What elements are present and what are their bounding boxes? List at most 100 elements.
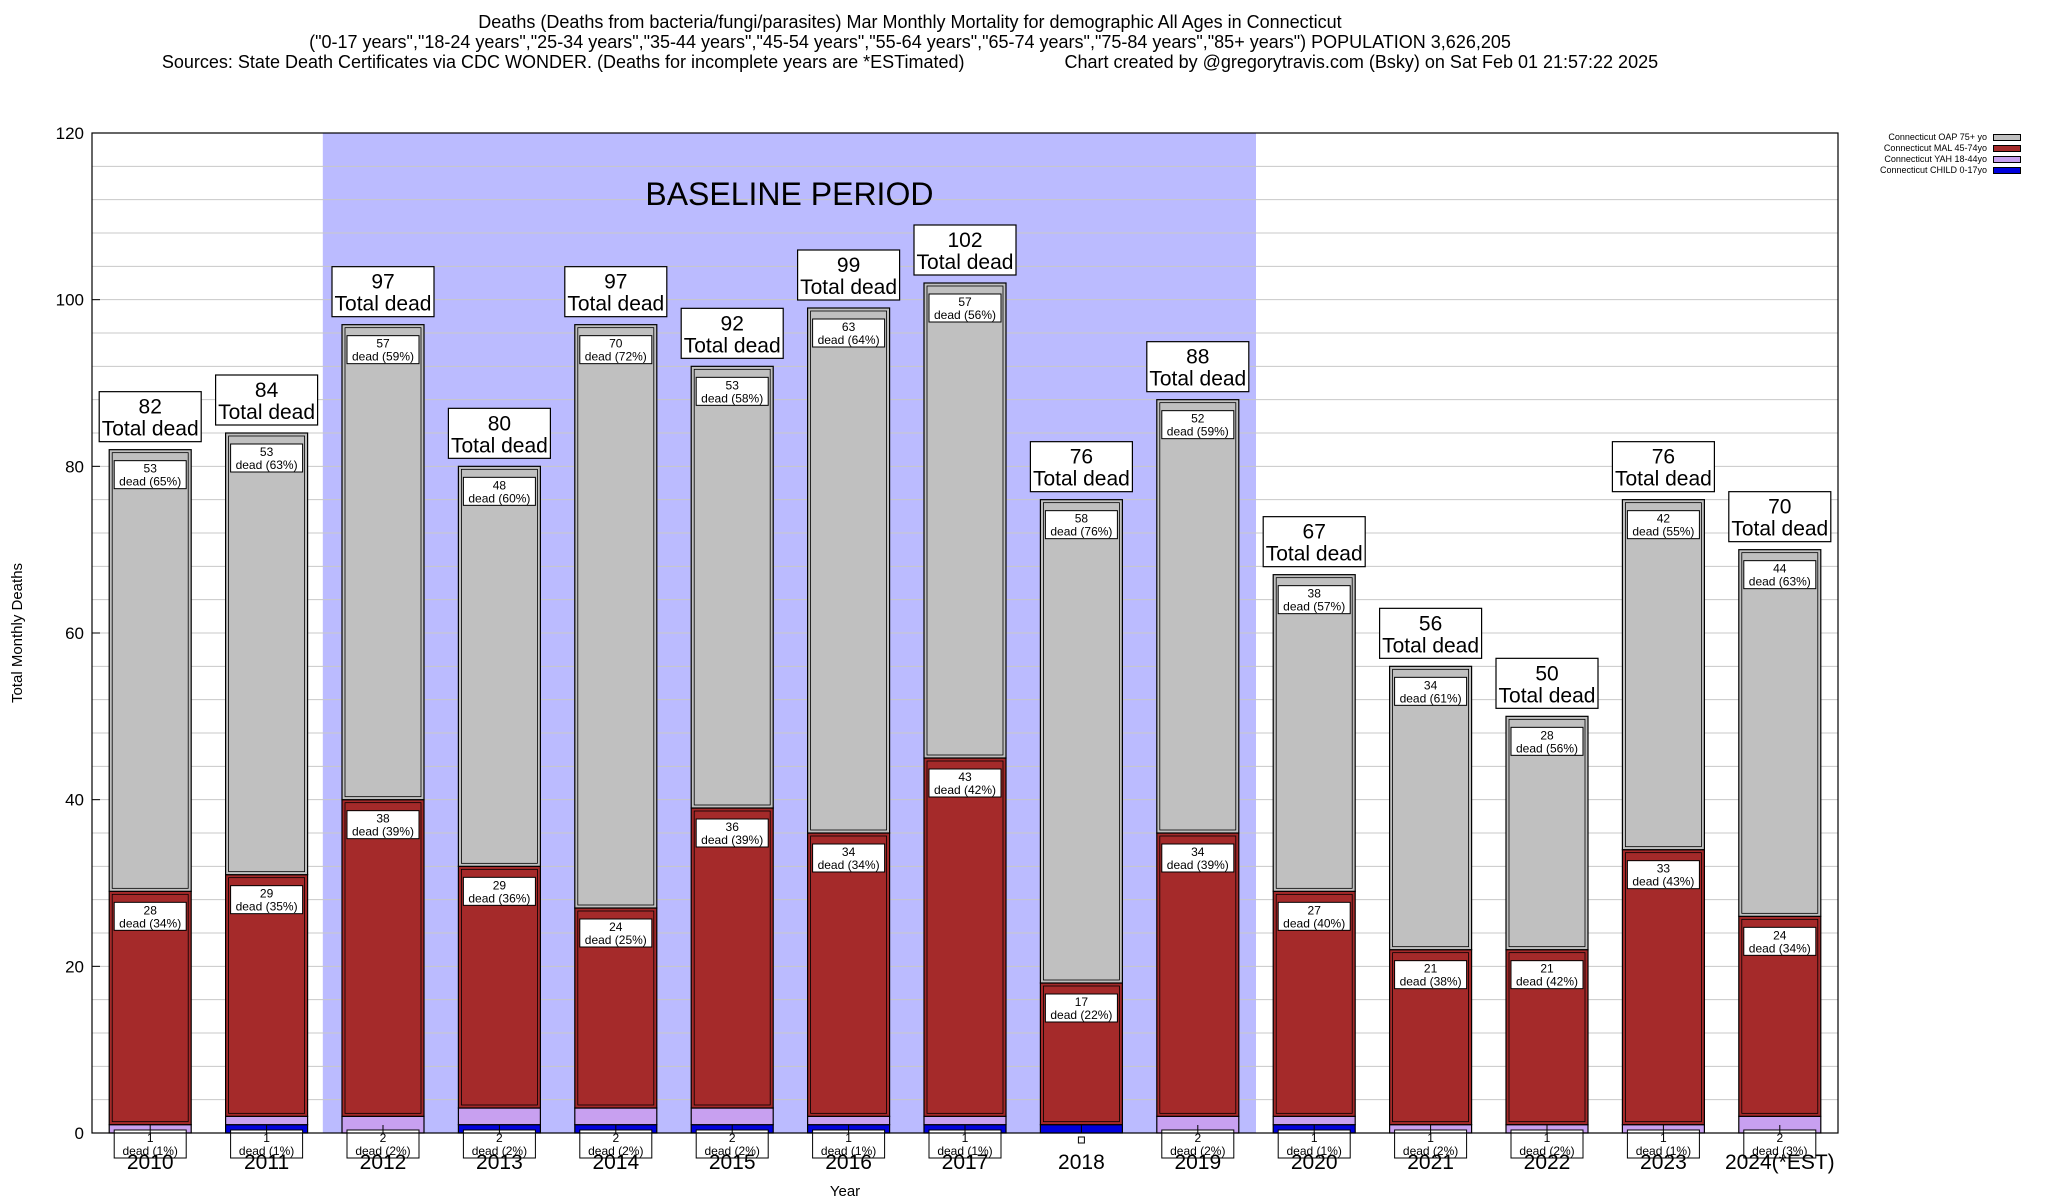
yah-label-count: 1 xyxy=(1660,1131,1667,1145)
bar-segment-inner-border xyxy=(1625,502,1702,848)
oap-label-box xyxy=(1161,410,1235,440)
yah-label-box xyxy=(462,1129,536,1159)
bar-segment-mal xyxy=(1621,849,1706,1126)
bar-segment-inner-border xyxy=(111,893,189,1123)
yah-label-box xyxy=(695,1129,769,1159)
yah-label-pct: dead (2%) xyxy=(705,1144,760,1158)
oap-label-box xyxy=(579,335,653,365)
mal-label-pct: dead (40%) xyxy=(1283,916,1345,930)
legend-item: Connecticut CHILD 0-17yo xyxy=(1880,165,2022,176)
bar-segment-inner-border xyxy=(344,327,422,798)
mal-label-box xyxy=(928,768,1002,798)
bar-segment-yah xyxy=(1272,1115,1356,1126)
oap-label-count: 53 xyxy=(260,445,274,459)
bar-segment-mal xyxy=(457,865,541,1109)
total-label-box xyxy=(1029,441,1134,493)
empty-label-marker xyxy=(1077,1136,1085,1144)
bar-segment-yah xyxy=(457,1107,541,1126)
bar-segment-oap xyxy=(1738,549,1822,917)
mal-label-count: 38 xyxy=(376,812,390,826)
oap-label-count: 52 xyxy=(1191,412,1205,426)
total-caption: Total dead xyxy=(1731,518,1828,541)
total-label-box xyxy=(1378,607,1483,659)
mal-label-box xyxy=(1044,993,1118,1023)
bar-segment-oap xyxy=(225,432,309,876)
oap-label-count: 53 xyxy=(144,462,158,476)
mal-label-box xyxy=(230,885,304,915)
bar-segment-inner-border xyxy=(1508,952,1586,1123)
mal-label-box xyxy=(1277,901,1351,931)
oap-label-pct: dead (60%) xyxy=(468,491,530,505)
oap-label-pct: dead (76%) xyxy=(1050,525,1112,539)
oap-label-box xyxy=(1510,726,1584,756)
y-tick-label: 0 xyxy=(75,1124,84,1143)
bar-segment-inner-border xyxy=(810,835,887,1114)
legend-swatch xyxy=(1993,145,2022,152)
bar-segment-inner-border xyxy=(1625,852,1702,1123)
yah-label-pct: dead (1%) xyxy=(239,1144,294,1158)
x-tick-label: 2021 xyxy=(1407,1151,1454,1174)
total-caption: Total dead xyxy=(451,434,548,457)
mal-label-box xyxy=(113,901,187,931)
bar-segment-oap xyxy=(690,365,774,809)
total-label-box xyxy=(331,266,435,318)
yah-label-pct: dead (2%) xyxy=(472,1144,527,1158)
bar-segment-mal xyxy=(806,832,891,1117)
bar-segment-oap xyxy=(1272,574,1356,892)
mal-label-box xyxy=(579,918,653,948)
yah-label-count: 2 xyxy=(380,1131,387,1145)
total-value: 102 xyxy=(947,229,982,252)
yah-label-count: 1 xyxy=(147,1131,154,1145)
mal-label-pct: dead (34%) xyxy=(1749,941,1811,955)
chart-title-block: Deaths (Deaths from bacteria/fungi/paras… xyxy=(0,12,1820,72)
mal-label-pct: dead (39%) xyxy=(1167,858,1229,872)
yah-label-count: 2 xyxy=(496,1131,503,1145)
oap-label-count: 28 xyxy=(1540,728,1554,742)
x-tick-label: 2016 xyxy=(825,1151,872,1174)
bar-segment-yah xyxy=(923,1115,1007,1126)
x-tick-label: 2020 xyxy=(1291,1151,1338,1174)
total-label-box xyxy=(215,374,319,426)
bar-segment-oap xyxy=(923,282,1007,759)
oap-label-box xyxy=(1044,510,1118,540)
bar-segment-oap xyxy=(574,324,658,909)
baseline-period-label: BASELINE PERIOD xyxy=(645,176,933,212)
yah-label-pct: dead (2%) xyxy=(1170,1144,1225,1158)
oap-label-count: 70 xyxy=(609,337,623,351)
mal-label-box xyxy=(346,810,420,840)
x-tick-label: 2022 xyxy=(1524,1151,1571,1174)
chart-subtitle: ("0-17 years","18-24 years","25-34 years… xyxy=(309,32,1511,52)
bar-segment-inner-border xyxy=(460,868,538,1106)
oap-label-count: 57 xyxy=(376,337,390,351)
yah-label-pct: dead (1%) xyxy=(821,1144,876,1158)
total-value: 50 xyxy=(1535,662,1558,685)
oap-label-pct: dead (57%) xyxy=(1283,600,1345,614)
oap-label-count: 48 xyxy=(493,478,507,492)
bar-segment-inner-border xyxy=(1508,718,1586,948)
x-tick-label: 2012 xyxy=(360,1151,407,1174)
yah-label-count: 2 xyxy=(612,1131,619,1145)
total-value: 97 xyxy=(371,271,394,294)
total-label-box xyxy=(913,224,1017,276)
bar-segment-mal xyxy=(225,874,309,1117)
y-axis-label: Total Monthly Deaths xyxy=(9,563,26,703)
chart-sources-line: Sources: State Death Certificates via CD… xyxy=(0,52,1820,72)
yah-label-pct: dead (2%) xyxy=(1519,1144,1574,1158)
total-caption: Total dead xyxy=(567,293,664,316)
oap-label-box xyxy=(230,443,304,473)
yah-label-count: 2 xyxy=(729,1131,736,1145)
mal-label-box xyxy=(695,818,769,848)
mal-label-pct: dead (42%) xyxy=(934,783,996,797)
bar-segment-inner-border xyxy=(1741,552,1819,914)
bar-segment-oap xyxy=(1156,399,1240,834)
oap-label-box xyxy=(1626,510,1700,540)
bar-segment-yah xyxy=(690,1107,774,1126)
oap-label-pct: dead (65%) xyxy=(119,475,181,489)
oap-label-pct: dead (64%) xyxy=(818,333,880,347)
total-value: 80 xyxy=(488,412,511,435)
mal-label-pct: dead (38%) xyxy=(1400,975,1462,989)
x-tick-label: 2018 xyxy=(1058,1151,1105,1174)
yah-label-box xyxy=(928,1129,1002,1159)
yah-label-pct: dead (3%) xyxy=(1752,1144,1807,1158)
x-tick-label: 2010 xyxy=(127,1151,174,1174)
